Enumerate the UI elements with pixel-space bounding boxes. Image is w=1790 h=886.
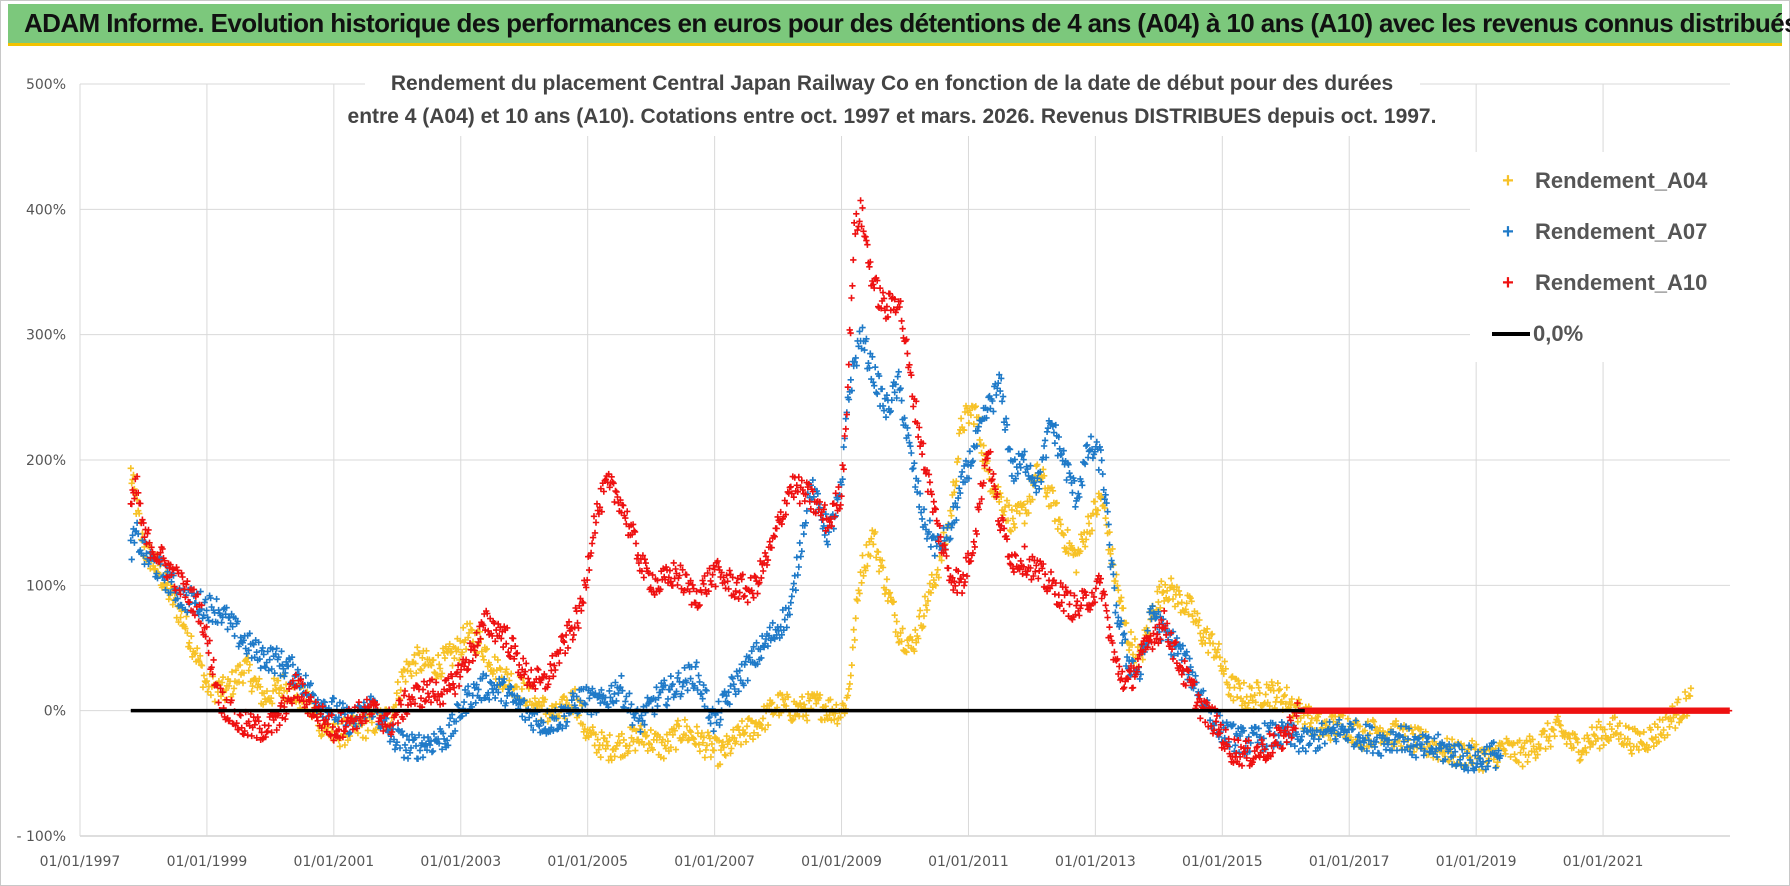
y-tick-label: 300%	[26, 328, 66, 344]
legend-label-a10: Rendement_A10	[1535, 270, 1707, 295]
legend: + Rendement_A04 + Rendement_A07 + Rendem…	[1470, 152, 1732, 362]
axis-labels: 500% 400% 300% 200% 100% 0% - 100% 01/01/1997 01…	[16, 77, 1643, 870]
x-tick-label: 01/01/2019	[1436, 854, 1517, 870]
x-tick-label: 01/01/2003	[420, 854, 501, 870]
legend-bg	[1470, 152, 1732, 362]
header-banner: ADAM Informe. Evolution historique des p…	[8, 4, 1790, 46]
series-a10	[127, 197, 1733, 769]
x-tick-label: 01/01/2021	[1563, 854, 1644, 870]
y-tick-label: 100%	[26, 578, 66, 594]
legend-marker-a04: +	[1502, 170, 1514, 192]
x-tick-label: 01/01/1999	[167, 854, 248, 870]
legend-label-a07: Rendement_A07	[1535, 219, 1707, 244]
y-tick-label: - 100%	[16, 829, 66, 845]
x-tick-label: 01/01/2007	[674, 854, 755, 870]
x-tick-label: 01/01/2015	[1182, 854, 1263, 870]
y-tick-label: 500%	[26, 77, 66, 93]
x-tick-label: 01/01/1997	[40, 854, 121, 870]
y-tick-label: 0%	[44, 704, 66, 720]
legend-marker-a07: +	[1502, 221, 1514, 243]
x-tick-label: 01/01/2005	[547, 854, 628, 870]
chart-title-line-2: entre 4 (A04) et 10 ans (A10). Cotations…	[348, 105, 1437, 128]
legend-label-zero: 0,0%	[1533, 321, 1583, 346]
x-tick-label: 01/01/2011	[928, 854, 1009, 870]
legend-marker-a10: +	[1502, 272, 1514, 294]
y-tick-label: 200%	[26, 453, 66, 469]
x-tick-label: 01/01/2013	[1055, 854, 1136, 870]
chart-title-line-1: Rendement du placement Central Japan Rai…	[391, 72, 1393, 95]
legend-label-a04: Rendement_A04	[1535, 168, 1708, 193]
chart-title-bg	[365, 62, 1420, 136]
x-tick-label: 01/01/2009	[801, 854, 882, 870]
chart-title-box: Rendement du placement Central Japan Rai…	[348, 62, 1437, 136]
banner-title: ADAM Informe. Evolution historique des p…	[24, 8, 1790, 38]
x-tick-label: 01/01/2001	[293, 854, 374, 870]
y-tick-label: 400%	[26, 202, 66, 218]
x-tick-label: 01/01/2017	[1309, 854, 1390, 870]
series-points	[127, 197, 1733, 769]
plot-area	[127, 197, 1733, 774]
